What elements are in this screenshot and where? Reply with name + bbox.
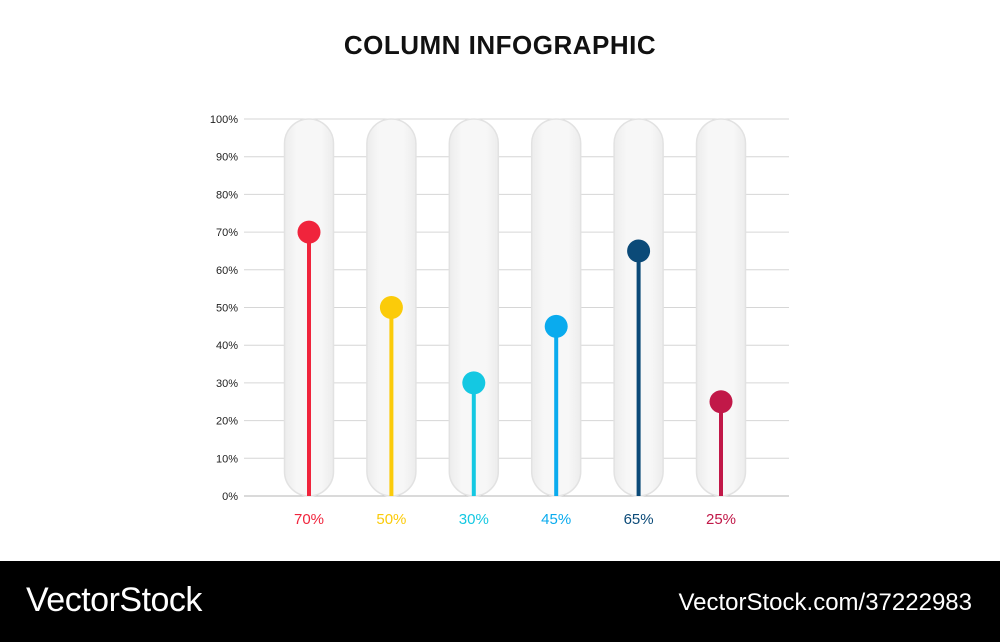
- value-marker: [544, 314, 568, 338]
- y-tick-label: 0%: [222, 491, 238, 503]
- value-marker: [709, 390, 733, 414]
- y-tick-label: 70%: [216, 227, 238, 239]
- value-marker: [297, 220, 321, 244]
- y-tick-label: 90%: [216, 152, 238, 164]
- y-tick-label: 40%: [216, 340, 238, 352]
- column-chart: 0% 10% 20% 30% 40% 50% 60% 70% 80% 90% 100% 70% 50%…: [210, 114, 789, 528]
- lollipop-stems: [297, 220, 733, 496]
- watermark-footer: VectorStock VectorStock.com/37222983: [0, 561, 1000, 642]
- chart-title: COLUMN INFOGRAPHIC: [343, 30, 657, 60]
- y-tick-label: 80%: [216, 189, 238, 201]
- value-marker: [627, 239, 651, 263]
- y-tick-label: 20%: [216, 416, 238, 428]
- stock-id: VectorStock.com/37222983: [678, 589, 972, 616]
- y-tick-label: 50%: [216, 303, 238, 315]
- y-axis-ticks: 0% 10% 20% 30% 40% 50% 60% 70% 80% 90% 100%: [210, 114, 238, 503]
- value-label: 50%: [376, 511, 406, 528]
- value-label: 70%: [294, 511, 324, 528]
- brand-logo: VectorStock: [26, 581, 202, 619]
- value-label: 30%: [459, 511, 489, 528]
- value-marker: [462, 371, 486, 395]
- y-tick-label: 30%: [216, 378, 238, 390]
- value-label: 45%: [541, 511, 571, 528]
- value-label: 65%: [624, 511, 654, 528]
- value-labels: 70% 50% 30% 45% 65% 25%: [294, 511, 736, 528]
- y-tick-label: 100%: [210, 114, 238, 126]
- y-tick-label: 10%: [216, 453, 238, 465]
- y-tick-label: 60%: [216, 265, 238, 277]
- value-label: 25%: [706, 511, 736, 528]
- value-marker: [379, 296, 403, 319]
